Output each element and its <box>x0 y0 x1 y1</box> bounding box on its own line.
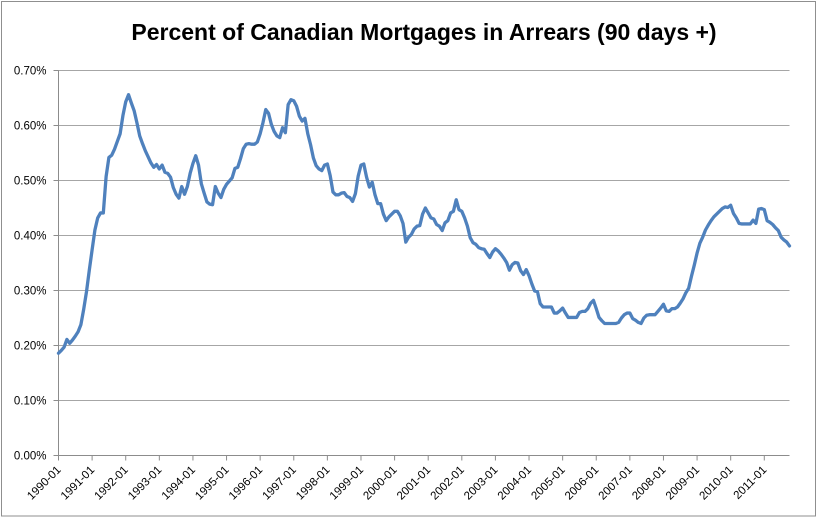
x-axis-label: 2010-01 <box>697 464 735 502</box>
gridlines <box>58 70 790 401</box>
y-axis-label: 0.40% <box>14 231 47 243</box>
series-line-arrears <box>56 93 792 355</box>
x-axis-label: 1994-01 <box>160 464 198 502</box>
x-axis-label: 2004-01 <box>496 464 534 502</box>
x-axis-label: 1995-01 <box>193 464 231 502</box>
x-axis-label: 2003-01 <box>462 464 500 502</box>
x-axis-label: 2011-01 <box>732 464 770 502</box>
y-axis-label: 0.60% <box>14 121 47 133</box>
y-axis-label: 0.10% <box>14 396 47 408</box>
x-axis-label: 1997-01 <box>261 464 299 502</box>
x-axis-label: 1996-01 <box>227 464 265 502</box>
x-axis-label: 2001-01 <box>395 464 433 502</box>
x-axis-labels: 1990-011991-011992-011993-011994-011995-… <box>25 464 769 502</box>
x-axis-label: 1992-01 <box>93 464 131 502</box>
x-axis-label: 1993-01 <box>126 464 164 502</box>
y-axis-labels: 0.00% 0.10% 0.20% 0.30% 0.40% 0.50% 0.60% 0.70% <box>14 66 47 463</box>
y-axis-label: 0.00% <box>14 451 47 463</box>
y-axis-label: 0.50% <box>14 176 47 188</box>
y-axis-label: 0.20% <box>14 341 47 353</box>
x-axis-label: 2002-01 <box>429 464 467 502</box>
x-axis-label: 2000-01 <box>361 464 399 502</box>
y-axis-label: 0.30% <box>14 286 47 298</box>
x-axis-label: 2009-01 <box>664 464 702 502</box>
x-axis-label: 2008-01 <box>630 464 668 502</box>
y-axis-label: 0.70% <box>14 66 47 78</box>
x-axis-label: 1990-01 <box>25 464 63 502</box>
x-axis-label: 1991-01 <box>59 464 97 502</box>
chart-title: Percent of Canadian Mortgages in Arrears… <box>131 19 716 45</box>
x-axis-label: 2005-01 <box>529 464 567 502</box>
x-axis-label: 1998-01 <box>294 464 332 502</box>
x-axis-label: 1999-01 <box>328 464 366 502</box>
x-axis-label: 2006-01 <box>563 464 601 502</box>
axes <box>53 70 790 461</box>
x-axis-label: 2007-01 <box>597 464 635 502</box>
